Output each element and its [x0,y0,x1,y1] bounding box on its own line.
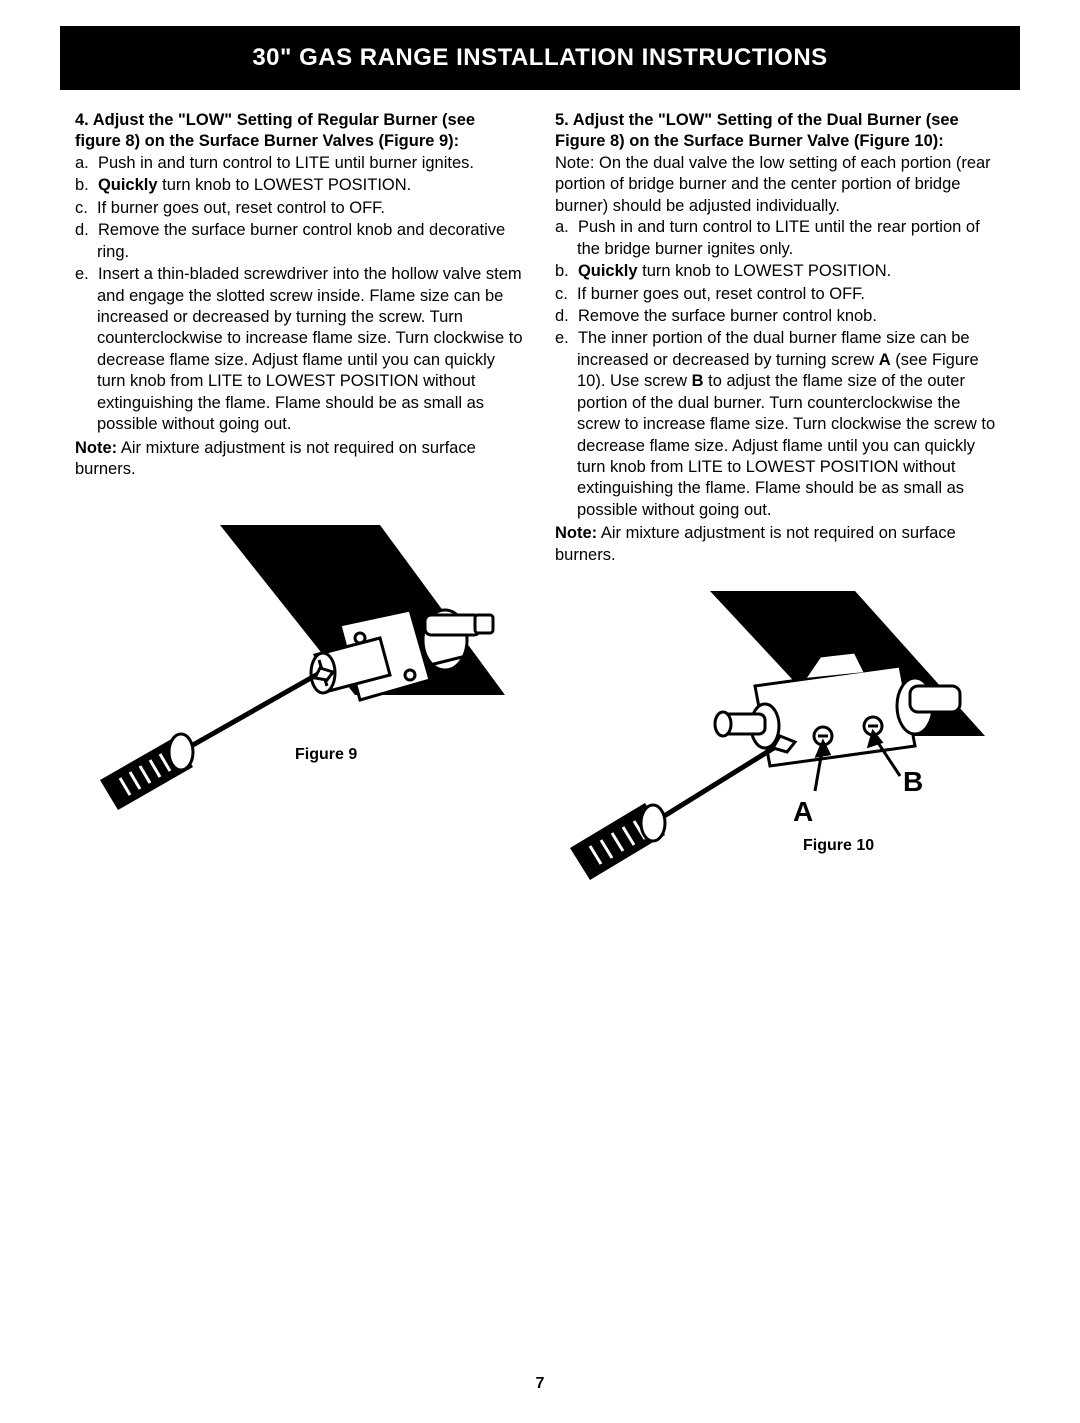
note-label: Note: [555,524,597,542]
right-section-title: 5. Adjust the "LOW" Setting of the Dual … [555,110,1005,153]
list-item: c. If burner goes out, reset control to … [555,284,1005,305]
figure-10-illustration [555,586,995,886]
list-item: d. Remove the surface burner control kno… [75,220,525,263]
page-number: 7 [0,1375,1080,1393]
figure-9-wrap: Figure 9 [75,520,525,820]
left-title-l2: figure 8) on the Surface Burner Valves (… [75,132,459,150]
list-item: c. If burner goes out, reset control to … [75,198,525,219]
note-label: Note: [75,439,117,457]
left-steps: a. Push in and turn control to LITE unti… [75,153,525,436]
figure-10-caption: Figure 10 [803,836,874,857]
right-title-l1: 5. Adjust the "LOW" Setting of the Dual … [555,111,959,129]
right-note: Note: Air mixture adjustment is not requ… [555,523,1005,566]
list-item: e. The inner portion of the dual burner … [555,328,1005,521]
list-item: a. Push in and turn control to LITE unti… [75,153,525,174]
list-item: b. Quickly turn knob to LOWEST POSITION. [75,175,525,196]
figure-10-wrap: A B Figure 10 [555,586,1005,886]
note-text: Air mixture adjustment is not required o… [75,439,476,478]
right-title-l2: Figure 8) on the Surface Burner Valve (F… [555,132,944,150]
right-intro: Note: On the dual valve the low setting … [555,153,1005,217]
note-text: Air mixture adjustment is not required o… [555,524,956,563]
header-title: 30" GAS RANGE INSTALLATION INSTRUCTIONS [252,44,827,71]
list-item: b. Quickly turn knob to LOWEST POSITION. [555,261,1005,282]
figure-9-illustration [75,520,505,820]
list-item: a. Push in and turn control to LITE unti… [555,217,1005,260]
figure-10-label-a: A [793,794,813,830]
page-header: 30" GAS RANGE INSTALLATION INSTRUCTIONS [60,26,1020,90]
figure-10-label-b: B [903,764,923,800]
right-steps: a. Push in and turn control to LITE unti… [555,217,1005,521]
left-note: Note: Air mixture adjustment is not requ… [75,438,525,481]
figure-9-caption: Figure 9 [295,745,357,766]
left-column: 4. Adjust the "LOW" Setting of Regular B… [75,110,525,886]
content-columns: 4. Adjust the "LOW" Setting of Regular B… [0,110,1080,886]
right-column: 5. Adjust the "LOW" Setting of the Dual … [555,110,1005,886]
left-title-l1: 4. Adjust the "LOW" Setting of Regular B… [75,111,475,129]
left-section-title: 4. Adjust the "LOW" Setting of Regular B… [75,110,525,153]
list-item: e. Insert a thin-bladed screwdriver into… [75,264,525,436]
list-item: d. Remove the surface burner control kno… [555,306,1005,327]
